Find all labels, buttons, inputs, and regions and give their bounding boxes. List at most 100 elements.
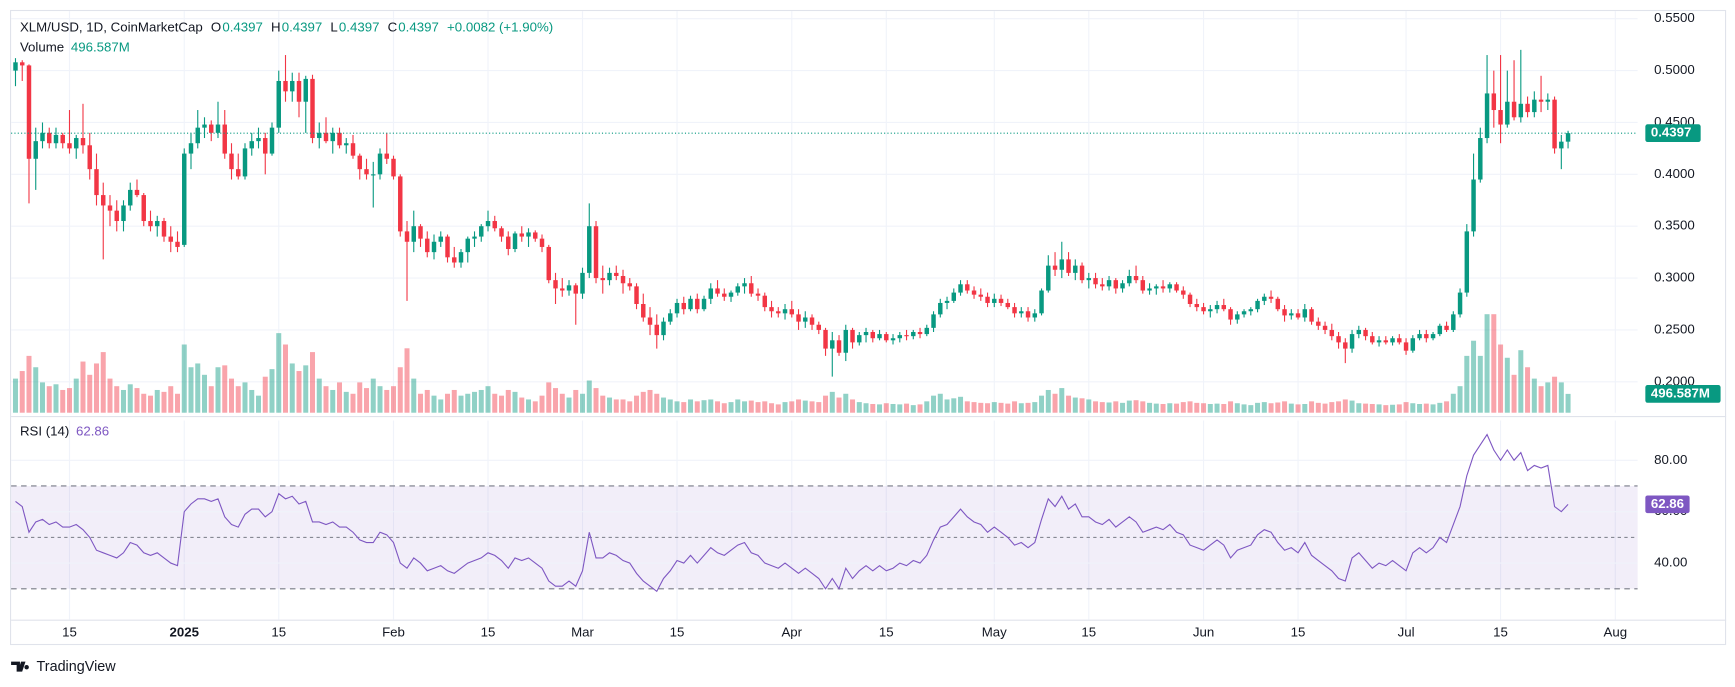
volume-bar [782,402,788,413]
volume-bar [1525,367,1531,413]
candle-body [182,153,187,245]
candle-body [1403,342,1409,351]
volume-bar [1187,401,1193,413]
volume-bar [424,389,430,413]
volume-bar [1025,402,1031,413]
volume-bar [701,400,707,413]
candle-body [1147,288,1152,291]
volume-bar [1396,404,1402,413]
candle-body [1565,133,1571,142]
volume-bar [1423,403,1429,413]
candle-body [1397,338,1402,343]
volume-bar [735,399,741,413]
candle-body [1255,300,1260,310]
candle-body [796,314,801,322]
candle-body [1012,307,1017,314]
candle-body [789,309,795,315]
volume-bar [1315,402,1321,413]
volume-bar [465,393,471,413]
candle-body [998,298,1004,303]
candle-body [1383,340,1389,343]
candle-body [209,124,214,133]
volume-bar [1079,398,1085,413]
volume-bar [640,391,646,413]
candle-body [1275,298,1281,310]
header: XLM/USD, 1D, CoinMarketCap O0.4397 H0.43… [20,19,553,34]
volume-bar [161,391,167,413]
candle-body [1437,325,1443,335]
volume-bar [1167,403,1173,413]
x-tick-label: 15 [1291,624,1306,639]
x-tick-label: Apr [781,624,802,639]
brand: TradingView [11,659,116,675]
candle-body [431,241,437,253]
volume-bar [202,374,207,413]
volume-bar [661,397,667,413]
candle-body [539,238,545,247]
candle-body [229,153,234,170]
candle-body [843,329,849,353]
candle-body [134,189,140,196]
rsi-tick-label: 80.00 [1654,452,1687,467]
volume-bar [1018,403,1024,413]
volume-bar [1072,397,1078,413]
low-label: L [330,19,337,34]
volume-bar [971,402,977,413]
volume-bar [384,389,390,413]
volume-bar [283,344,289,413]
volume-bar [66,388,72,413]
candle-body [830,340,835,349]
volume-bar [208,386,214,413]
candle-body [222,124,227,154]
candle-body [600,278,605,281]
candle-body [647,317,653,325]
x-tick-label: May [982,624,1007,639]
candle-body [53,134,59,144]
volume-bar [154,389,160,413]
volume-bar [19,371,25,413]
volume-bar [1565,393,1571,413]
candle-body [384,153,389,159]
x-tick-label: 15 [481,624,496,639]
volume-bar [33,367,39,413]
volume-bar [39,382,45,413]
candle-body [1181,290,1186,295]
candle-body [877,334,882,339]
candle-body [330,132,335,142]
candle-body [708,288,714,299]
volume-bar [1457,386,1463,413]
volume-bar [1491,314,1497,413]
volume-bar [877,404,883,413]
candle-body [1322,325,1328,330]
change-value: +0.0082 (+1.90%) [447,19,553,34]
volume-badge [1645,385,1721,403]
candle-body [661,321,666,336]
candle-body [1201,307,1206,312]
volume-bar [1005,403,1011,413]
volume-bar [762,401,768,413]
candle-body [782,309,788,314]
candle-body [141,195,146,222]
volume-bar [1180,402,1186,413]
volume-bar [985,403,991,413]
rsi-value: 62.86 [76,423,109,438]
volume-name: Volume [20,39,64,54]
candle-body [1444,325,1449,330]
volume-bar [1356,403,1362,413]
candle-body [890,338,896,341]
volume-bar [1126,400,1132,413]
candle-body [728,292,734,297]
volume-bar [269,369,275,413]
close-value: 0.4397 [398,19,439,34]
candle-body [634,286,639,304]
candle-body [897,335,903,339]
candle-body [938,302,943,315]
volume-bar [1410,403,1416,413]
candle-body [33,141,38,159]
candle-body [479,226,484,237]
candle-body [924,327,930,335]
x-tick-label: 15 [879,624,894,639]
volume-bar [120,389,126,413]
y-tick-label: 0.5500 [1654,10,1695,25]
